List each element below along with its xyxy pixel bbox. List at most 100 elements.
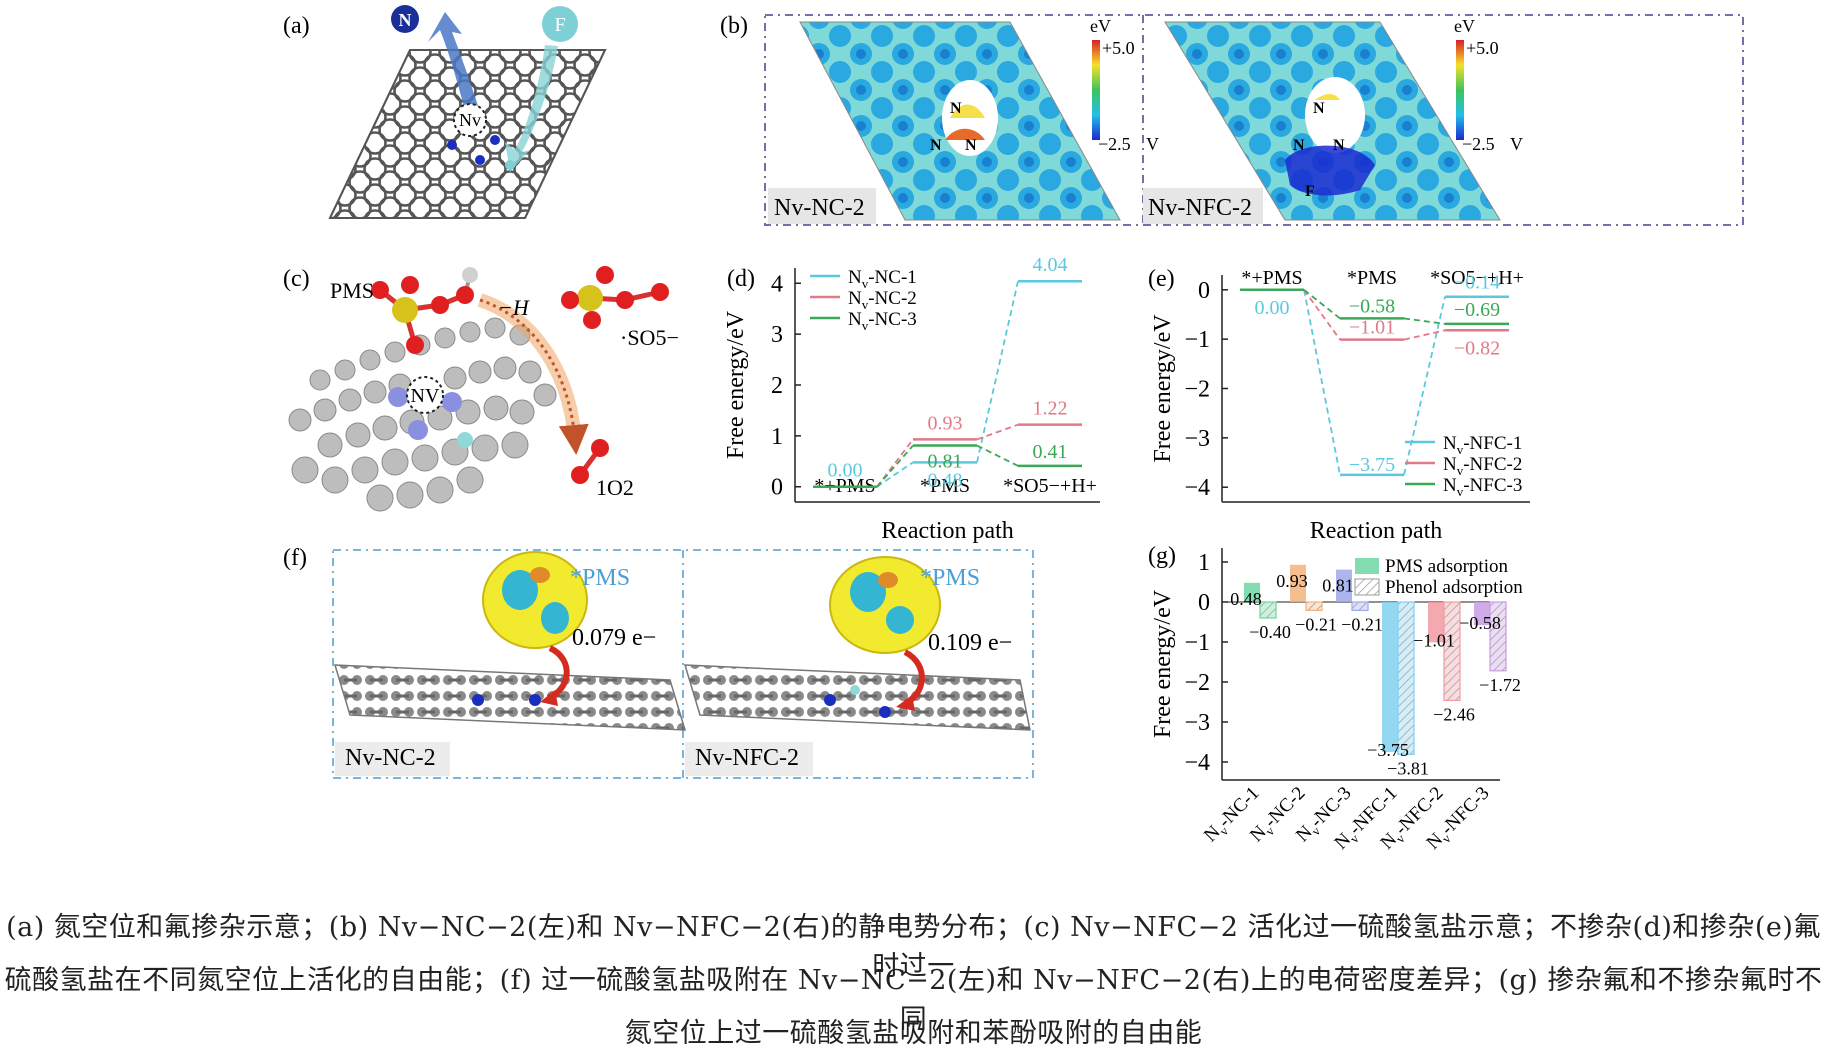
bar-phenol-hatch — [1397, 601, 1415, 755]
panel-f: (f) *PMS 0.079 e− Nv-NC-2 — [283, 545, 1034, 779]
bar-label-pms: 0.48 — [1230, 589, 1262, 609]
adsorbate-label-right: *PMS — [920, 565, 980, 591]
connector-line — [876, 444, 914, 488]
bar-label-pms: −1.01 — [1413, 630, 1455, 650]
bar-label-phenol: −2.46 — [1433, 704, 1475, 724]
colorbar-left-max: +5.0 — [1102, 38, 1135, 58]
colorbar-left-units: eV — [1090, 16, 1111, 36]
bar-label-phenol: −1.72 — [1479, 675, 1521, 695]
data-label: 0.00 — [1255, 297, 1290, 319]
caption-line-3: 氮空位上过一硫酸氢盐吸附和苯酚吸附的自由能 — [624, 1018, 1203, 1049]
data-label: 0.48 — [928, 469, 963, 491]
bar-label-phenol: −0.21 — [1341, 614, 1383, 634]
data-label: 0.41 — [1033, 441, 1068, 463]
n-removal-arrow — [428, 12, 485, 130]
legend-label-pms: PMS adsorption — [1385, 556, 1508, 577]
y-tick-label: −3 — [1184, 426, 1210, 452]
panel-label-g: (g) — [1148, 543, 1176, 569]
y-tick-label: −2 — [1184, 670, 1210, 696]
bar-pms — [1336, 569, 1352, 602]
minus-h-label: −H — [498, 295, 530, 320]
connector-line — [1303, 289, 1341, 320]
adsorbate-label-left: *PMS — [570, 565, 630, 591]
y-tick-label: −1 — [1184, 630, 1210, 656]
colorbar-right-min: −2.5 — [1462, 134, 1495, 154]
category-label: *SO5−+H+ — [1430, 267, 1524, 289]
data-label: 0.93 — [928, 412, 963, 434]
y-axis-label: Free energy/eV — [1150, 589, 1176, 738]
bar-label-pms: 0.81 — [1322, 576, 1354, 596]
bar-label-pms: −3.75 — [1367, 740, 1409, 760]
connector-line — [1403, 296, 1446, 476]
connector-line — [976, 281, 1019, 463]
y-tick-label: 2 — [771, 373, 783, 399]
colorbar-right — [1456, 40, 1464, 140]
bar-pms — [1244, 582, 1260, 602]
bar-phenol-hatch — [1489, 601, 1507, 672]
vacancy-label: Nv — [459, 110, 481, 130]
data-label: 0.81 — [928, 451, 963, 473]
bar-label-phenol: −0.40 — [1249, 622, 1291, 642]
charge-value-right: 0.109 e− — [928, 630, 1012, 656]
pms-label: PMS — [330, 278, 374, 303]
bar-phenol-hatch — [1351, 601, 1369, 611]
panel-label-b: (b) — [720, 13, 748, 39]
legend-label: Nv-NFC-3 — [1443, 475, 1522, 499]
bar-pms — [1382, 602, 1398, 752]
data-label: 1.22 — [1033, 398, 1068, 420]
charge-title-right: Nv-NFC-2 — [695, 745, 799, 771]
esp-atom-right-1: N — [1313, 100, 1325, 117]
esp-atom-right-2: N — [1293, 137, 1305, 154]
f-doping-arrow — [505, 45, 558, 172]
y-tick-label: −4 — [1184, 750, 1210, 776]
legend-label: Nv-NC-3 — [848, 309, 917, 333]
o2-label: 1O2 — [596, 475, 634, 500]
panel-a: (a) N F Nv — [283, 5, 607, 219]
bar-label-pms: 0.93 — [1276, 571, 1308, 591]
y-tick-label: 4 — [771, 271, 783, 297]
y-tick-label: 1 — [1198, 550, 1210, 576]
esp-atom-right-f: F — [1305, 183, 1315, 200]
chart-e: (e) 0 −1 −2 −3 −4 Reaction path Free energy/eV… — [1148, 266, 1530, 544]
panel-label-e: (e) — [1148, 266, 1175, 292]
category-label: *PMS — [1347, 267, 1397, 289]
colorbar-right-min-unit: V — [1510, 134, 1523, 154]
esp-map-left: N N N Nv-NC-2 eV +5.0 −2.5 V — [768, 16, 1159, 224]
connector-line — [876, 438, 914, 488]
data-label: −0.82 — [1454, 337, 1500, 359]
connector-line — [1403, 329, 1446, 341]
bar-phenol-hatch — [1305, 601, 1323, 611]
caption-line-1: (a) 氮空位和氟掺杂示意；(b) Nv−NC−2(左)和 Nv−NFC−2(右… — [6, 912, 1821, 982]
esp-atom-right-3: N — [1333, 137, 1345, 154]
colorbar-right-units: eV — [1454, 16, 1475, 36]
figure-canvas: (a) N F Nv (b) N N N Nv-NC-2 — [283, 5, 1744, 856]
bar-label-pms: −0.58 — [1459, 613, 1501, 633]
panel-c: (c) NV — [283, 266, 679, 512]
bar-phenol-hatch — [1443, 601, 1461, 702]
esp-atom-left-1: N — [950, 100, 962, 117]
bar-phenol-hatch — [1259, 601, 1277, 619]
y-tick-label: −3 — [1184, 710, 1210, 736]
y-tick-label: −4 — [1184, 475, 1210, 501]
data-label: −0.69 — [1454, 299, 1500, 321]
bar-pms — [1428, 602, 1444, 643]
category-label: *PMS — [920, 475, 970, 497]
y-tick-label: 1 — [771, 424, 783, 450]
graphene-layer-left — [335, 665, 685, 730]
graphene-layer-right — [685, 665, 1030, 730]
y-tick-label: 0 — [771, 475, 783, 501]
data-label: 0.00 — [828, 460, 863, 482]
category-label: *+PMS — [1241, 267, 1302, 289]
y-tick-label: −2 — [1184, 377, 1210, 403]
f-atom-label: F — [554, 14, 565, 36]
charge-value-left: 0.079 e− — [572, 625, 656, 651]
esp-atom-left-3: N — [965, 137, 977, 154]
panel-label-f: (f) — [283, 545, 307, 571]
legend-swatch-phenol — [1354, 578, 1380, 596]
so5-label: ·SO5− — [620, 325, 679, 350]
y-tick-label: −1 — [1184, 327, 1210, 353]
f-atom-ball — [542, 6, 578, 42]
charge-title-left: Nv-NC-2 — [345, 745, 436, 771]
